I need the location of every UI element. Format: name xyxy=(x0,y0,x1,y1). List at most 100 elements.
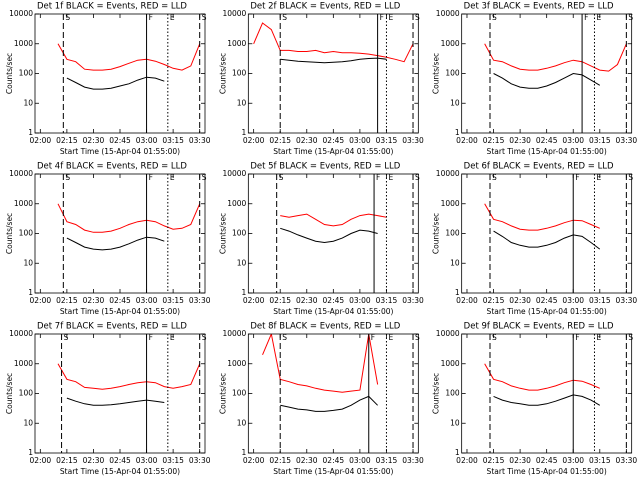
plot-frame xyxy=(247,333,419,454)
data-line xyxy=(253,22,414,63)
event-label: S xyxy=(628,173,633,182)
x-tick-label: 03:00 xyxy=(136,136,158,145)
y-tick-label: 1000 xyxy=(441,199,460,208)
event-label: E xyxy=(170,13,175,22)
event-label: S xyxy=(628,13,633,22)
x-tick-label: 03:30 xyxy=(616,456,638,465)
x-tick-label: 02:45 xyxy=(323,136,345,145)
event-label: E xyxy=(596,13,601,22)
plot-frame xyxy=(247,13,419,134)
event-label: F xyxy=(376,173,380,182)
x-tick-label: 03:15 xyxy=(589,136,611,145)
y-tick-label: 1000 xyxy=(227,39,246,48)
y-tick-label: 1 xyxy=(455,448,460,457)
x-axis-title: Start Time (15-Apr-04 01:55:00) xyxy=(60,467,180,476)
plot-frame xyxy=(461,13,633,134)
event-label: S xyxy=(282,333,287,342)
x-tick-label: 02:00 xyxy=(30,296,52,305)
event-label: S xyxy=(279,173,284,182)
event-label: S xyxy=(492,173,497,182)
x-tick-label: 02:15 xyxy=(56,136,78,145)
x-axis-title: Start Time (15-Apr-04 01:55:00) xyxy=(273,467,393,476)
x-tick-label: 03:00 xyxy=(349,136,371,145)
data-line xyxy=(57,203,201,233)
y-tick-label: 10000 xyxy=(222,169,246,178)
y-tick-label: 10 xyxy=(23,258,33,267)
data-line xyxy=(485,364,627,390)
y-axis-title: Counts/sec xyxy=(218,373,227,414)
x-tick-label: 02:15 xyxy=(483,136,505,145)
x-tick-label: 03:15 xyxy=(162,296,184,305)
event-label: S xyxy=(64,333,69,342)
y-axis-title: Counts/sec xyxy=(218,53,227,94)
x-tick-label: 03:15 xyxy=(376,296,398,305)
y-tick-label: 1000 xyxy=(227,359,246,368)
x-tick-label: 02:45 xyxy=(323,456,345,465)
y-tick-label: 10000 xyxy=(9,169,33,178)
x-tick-label: 03:00 xyxy=(562,456,584,465)
event-label: E xyxy=(596,173,601,182)
y-tick-label: 100 xyxy=(445,389,460,398)
x-tick-label: 02:45 xyxy=(109,456,131,465)
event-label: F xyxy=(380,13,384,22)
data-line xyxy=(263,334,414,392)
event-label: S xyxy=(202,333,207,342)
chart-title: Det 5f BLACK = Events, RED = LLD xyxy=(250,162,400,172)
event-label: E xyxy=(388,333,393,342)
data-line xyxy=(280,57,387,64)
x-axis-title: Start Time (15-Apr-04 01:55:00) xyxy=(487,307,607,316)
y-axis-title: Counts/sec xyxy=(432,213,441,254)
chart-title: Det 8f BLACK = Events, RED = LLD xyxy=(250,322,400,332)
y-tick-label: 100 xyxy=(445,229,460,238)
event-label: S xyxy=(282,13,287,22)
x-tick-label: 03:30 xyxy=(189,456,211,465)
x-axis-title: Start Time (15-Apr-04 01:55:00) xyxy=(60,307,180,316)
x-tick-label: 02:15 xyxy=(483,296,505,305)
x-tick-label: 03:30 xyxy=(616,136,638,145)
x-tick-label: 03:30 xyxy=(616,296,638,305)
x-axis-title: Start Time (15-Apr-04 01:55:00) xyxy=(273,147,393,156)
event-label: F xyxy=(149,13,153,22)
y-tick-label: 10000 xyxy=(436,169,460,178)
y-tick-label: 1 xyxy=(28,288,33,297)
chart-title: Det 6f BLACK = Events, RED = LLD xyxy=(464,162,614,172)
x-tick-label: 02:45 xyxy=(536,296,558,305)
chart-title: Det 2f BLACK = Events, RED = LLD xyxy=(250,2,400,12)
chart-panel: Det 9f BLACK = Events, RED = LLD Start Ti… xyxy=(432,322,638,477)
x-tick-label: 02:45 xyxy=(536,136,558,145)
data-line xyxy=(66,236,165,251)
data-line xyxy=(484,43,627,72)
y-tick-label: 1 xyxy=(455,288,460,297)
y-tick-label: 1 xyxy=(28,128,33,137)
y-axis-title: Counts/sec xyxy=(432,373,441,414)
y-tick-label: 10000 xyxy=(436,9,460,18)
y-axis-title: Counts/sec xyxy=(5,53,14,94)
event-label: F xyxy=(575,173,579,182)
y-tick-label: 1000 xyxy=(227,199,246,208)
y-tick-label: 1 xyxy=(28,448,33,457)
chart-title: Det 1f BLACK = Events, RED = LLD xyxy=(37,2,187,12)
x-tick-label: 03:15 xyxy=(376,136,398,145)
x-tick-label: 02:00 xyxy=(456,296,478,305)
y-tick-label: 10000 xyxy=(9,329,33,338)
x-tick-label: 02:00 xyxy=(456,136,478,145)
y-tick-label: 1000 xyxy=(441,39,460,48)
y-tick-label: 10 xyxy=(450,98,460,107)
chart-panel: Det 8f BLACK = Events, RED = LLD Start Ti… xyxy=(218,322,424,477)
data-line xyxy=(493,394,601,406)
x-tick-label: 02:45 xyxy=(109,296,131,305)
x-axis-title: Start Time (15-Apr-04 01:55:00) xyxy=(487,147,607,156)
y-tick-label: 1000 xyxy=(14,359,33,368)
event-label: S xyxy=(492,13,497,22)
y-axis-title: Counts/sec xyxy=(432,53,441,94)
x-tick-label: 03:15 xyxy=(162,136,184,145)
event-label: S xyxy=(628,333,633,342)
y-tick-label: 1 xyxy=(242,288,247,297)
x-tick-label: 03:30 xyxy=(402,136,424,145)
x-tick-label: 03:00 xyxy=(136,456,158,465)
event-label: S xyxy=(65,173,70,182)
y-tick-label: 1 xyxy=(455,128,460,137)
plot-frame xyxy=(247,173,419,294)
chart-title: Det 9f BLACK = Events, RED = LLD xyxy=(464,322,614,332)
